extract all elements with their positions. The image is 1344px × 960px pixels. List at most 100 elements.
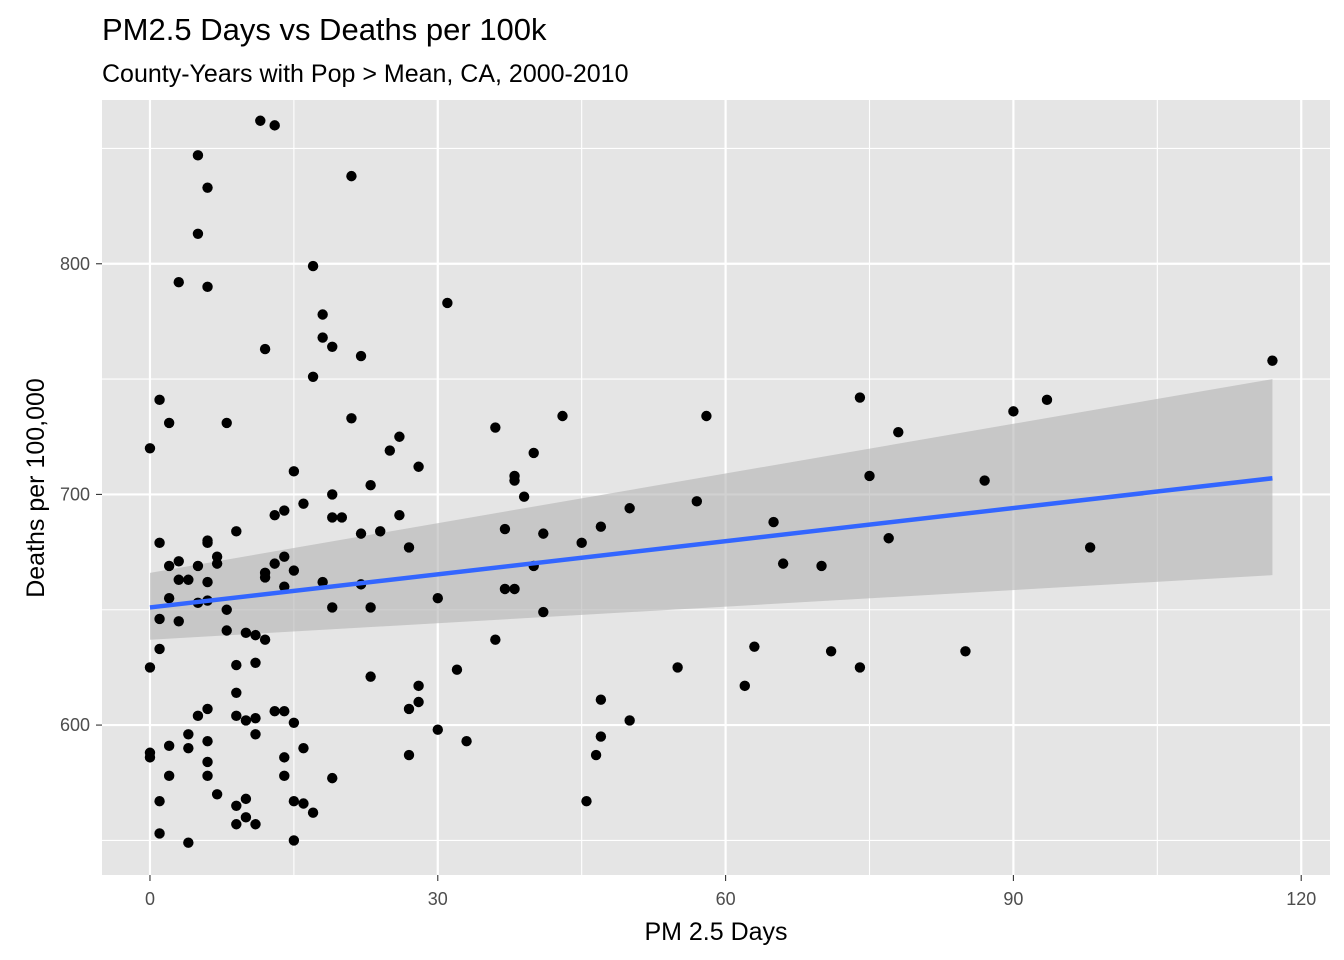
- data-point: [624, 715, 635, 726]
- data-point: [269, 509, 280, 521]
- data-point: [144, 443, 156, 454]
- data-point: [346, 413, 357, 424]
- data-point: [240, 627, 252, 639]
- data-point: [413, 696, 424, 708]
- data-point: [883, 533, 894, 544]
- data-point: [192, 228, 204, 239]
- y-tick-label: 700: [60, 484, 90, 504]
- data-point: [288, 795, 300, 807]
- data-point: [394, 509, 405, 521]
- data-point: [298, 798, 309, 809]
- data-point: [231, 819, 242, 830]
- data-point: [250, 657, 261, 668]
- data-point: [490, 634, 501, 645]
- data-point: [538, 606, 549, 618]
- data-point: [231, 710, 242, 722]
- data-point: [394, 431, 405, 442]
- data-point: [298, 742, 309, 754]
- data-point: [1008, 406, 1019, 417]
- x-axis-title: PM 2.5 Days: [644, 918, 787, 946]
- data-point: [163, 770, 175, 782]
- data-point: [154, 537, 165, 549]
- data-point: [1084, 542, 1096, 553]
- x-tick-label: 0: [145, 889, 155, 909]
- data-point: [327, 602, 338, 613]
- data-point: [221, 417, 232, 429]
- data-point: [499, 523, 511, 535]
- x-tick-label: 30: [428, 889, 448, 909]
- data-point: [183, 742, 194, 754]
- data-point: [749, 641, 760, 652]
- data-point: [581, 795, 592, 807]
- data-point: [1267, 355, 1278, 366]
- data-point: [375, 526, 386, 537]
- data-point: [288, 466, 300, 477]
- data-point: [403, 542, 415, 553]
- data-point: [691, 496, 703, 507]
- data-point: [624, 503, 635, 514]
- data-point: [259, 343, 271, 355]
- data-point: [461, 736, 472, 747]
- data-point: [590, 749, 602, 761]
- data-point: [269, 706, 280, 717]
- data-point: [154, 613, 165, 625]
- data-point: [163, 593, 175, 604]
- data-point: [355, 350, 367, 362]
- data-point: [221, 604, 232, 615]
- data-point: [979, 475, 990, 486]
- data-point: [825, 646, 837, 657]
- data-point: [854, 392, 866, 403]
- data-point: [173, 616, 184, 627]
- data-point: [211, 789, 223, 800]
- data-point: [259, 634, 271, 645]
- x-tick-label: 60: [716, 889, 736, 909]
- data-point: [231, 659, 242, 671]
- data-point: [250, 729, 261, 740]
- data-point: [595, 731, 607, 742]
- data-point: [307, 371, 319, 382]
- data-point: [327, 772, 338, 784]
- data-point: [259, 572, 271, 583]
- data-point: [231, 526, 242, 537]
- y-axis-title: Deaths per 100,000: [22, 378, 50, 598]
- data-point: [202, 281, 213, 293]
- data-point: [768, 516, 779, 528]
- data-point: [317, 576, 328, 588]
- data-point: [413, 680, 424, 692]
- fit-line-layer: [149, 476, 1273, 610]
- data-point: [509, 583, 520, 595]
- data-point: [240, 715, 252, 726]
- data-point: [490, 422, 501, 433]
- data-point: [557, 410, 568, 422]
- points-layer: [144, 115, 1278, 848]
- data-point: [701, 410, 712, 422]
- data-point: [154, 795, 165, 807]
- data-point: [173, 574, 184, 585]
- data-point: [279, 551, 290, 562]
- data-point: [163, 560, 175, 572]
- data-point: [403, 703, 415, 715]
- data-point: [202, 537, 213, 549]
- data-point: [288, 565, 300, 576]
- data-point: [403, 749, 415, 761]
- data-point: [1041, 394, 1053, 406]
- data-point: [202, 576, 213, 588]
- data-point: [279, 706, 290, 717]
- data-point: [183, 837, 194, 848]
- data-point: [317, 309, 328, 320]
- data-point: [173, 277, 184, 288]
- data-point: [240, 793, 252, 805]
- data-point: [163, 740, 175, 752]
- data-point: [231, 800, 242, 812]
- data-point: [538, 528, 549, 539]
- data-point: [202, 703, 213, 715]
- data-point: [777, 558, 789, 569]
- data-point: [672, 662, 683, 673]
- data-point: [816, 560, 827, 572]
- chart-title: PM2.5 Days vs Deaths per 100k: [102, 12, 547, 47]
- data-point: [279, 505, 290, 516]
- data-point: [154, 394, 165, 406]
- data-point: [365, 671, 376, 682]
- data-point: [960, 646, 971, 657]
- chart-subtitle: County-Years with Pop > Mean, CA, 2000-2…: [102, 60, 628, 88]
